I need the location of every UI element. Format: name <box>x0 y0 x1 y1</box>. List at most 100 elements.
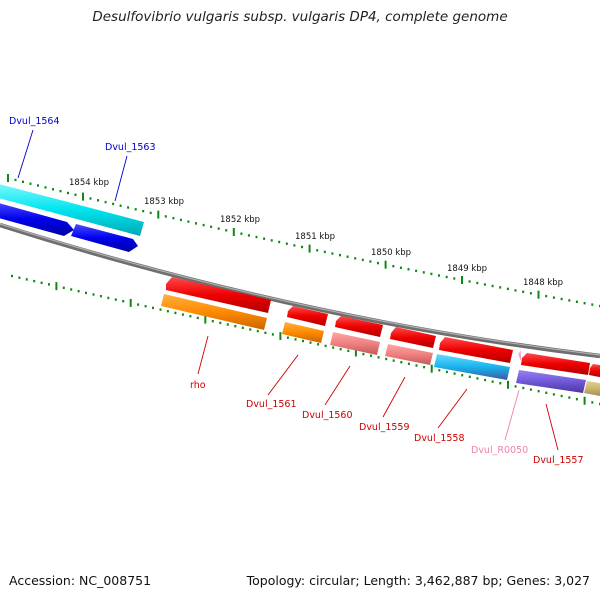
tick-minor <box>552 296 555 299</box>
tick-minor <box>92 293 95 296</box>
tick-minor <box>241 326 244 329</box>
tick-minor <box>48 283 50 286</box>
tick-minor <box>164 215 167 218</box>
tick-minor <box>122 300 125 303</box>
tick-minor <box>104 200 107 204</box>
tick-minor <box>545 391 548 394</box>
tick-label-1852: 1852 kbp <box>220 215 260 225</box>
tick-minor <box>339 348 342 351</box>
tick-minor <box>159 308 162 311</box>
gene-label-dvul-1563[interactable]: Dvul_1563 <box>105 142 156 153</box>
tick-minor <box>166 310 169 313</box>
gene-label-dvul-r0050[interactable]: Dvul_R0050 <box>471 445 528 456</box>
gene-rho-orange[interactable] <box>161 294 267 330</box>
genome-backbone-highlight <box>0 223 600 356</box>
tick-minor <box>537 390 540 393</box>
tick-minor <box>211 320 214 323</box>
gene-label-dvul-1558[interactable]: Dvul_1558 <box>414 433 465 444</box>
tick-minor <box>25 278 28 281</box>
tick-minor <box>52 188 54 191</box>
tick-major <box>7 174 9 182</box>
gene-dvul-1557-red[interactable] <box>521 353 590 375</box>
tick-minor <box>293 244 296 247</box>
gene-dvul-1564-arrow[interactable] <box>0 202 74 236</box>
tick-minor <box>44 186 47 189</box>
tick-minor <box>514 289 517 292</box>
tick-minor <box>461 374 464 377</box>
gene-dvul-1559-salmon[interactable] <box>385 344 433 365</box>
gene-dvul-1557-purple[interactable] <box>516 370 586 393</box>
tick-minor <box>347 349 350 352</box>
tick-minor <box>445 370 448 374</box>
tick-minor <box>278 240 281 244</box>
tick-minor <box>392 265 395 268</box>
gene-rho-red[interactable] <box>166 277 271 313</box>
gene-dvul-1561-red[interactable] <box>287 306 328 326</box>
tick-minor <box>112 202 115 206</box>
gene-label-dvul-1560[interactable]: Dvul_1560 <box>302 410 353 421</box>
tick-major <box>354 348 357 357</box>
tick-minor <box>545 294 548 298</box>
tick-minor <box>179 218 182 222</box>
tick-minor <box>438 274 440 277</box>
tick-major <box>461 276 463 284</box>
tick-minor <box>529 388 532 391</box>
gene-dvul-1563-arrow[interactable] <box>71 224 138 252</box>
gene-label-rho[interactable]: rho <box>190 380 206 391</box>
tick-minor <box>591 303 594 306</box>
gene-dvul-1558-red[interactable] <box>439 337 513 363</box>
tick-minor <box>97 199 99 202</box>
gene-next-khaki[interactable] <box>584 381 600 397</box>
leader-dvul-1558 <box>437 388 468 429</box>
tick-minor <box>240 232 243 235</box>
gene-label-dvul-1559[interactable]: Dvul_1559 <box>359 422 410 433</box>
gene-dvul-1561-orange[interactable] <box>282 322 324 343</box>
tick-minor <box>453 372 456 375</box>
tick-minor <box>119 204 122 207</box>
gene-dvul-1559-red[interactable] <box>390 327 436 348</box>
tick-minor <box>152 306 154 310</box>
tick-minor <box>377 356 380 359</box>
tick-row-inner <box>11 274 600 406</box>
tick-minor <box>309 341 312 344</box>
gene-dvul-r0050-pink[interactable] <box>518 350 521 361</box>
tick-minor <box>59 189 62 193</box>
tick-minor <box>22 180 24 183</box>
tick-minor <box>77 290 80 293</box>
gene-next-red[interactable] <box>589 364 600 378</box>
tick-minor <box>301 245 303 249</box>
leader-rho <box>197 335 209 375</box>
tick-minor <box>137 303 140 306</box>
gene-label-dvul-1557[interactable]: Dvul_1557 <box>533 455 584 466</box>
tick-minor <box>67 191 69 195</box>
tick-minor <box>407 268 410 271</box>
label-leaders <box>17 129 559 451</box>
tick-minor <box>74 193 77 196</box>
tick-minor <box>385 357 388 361</box>
gene-dvul-1560-red[interactable] <box>335 316 383 337</box>
tick-row-outer <box>7 174 600 308</box>
forward-strand-track <box>161 277 600 397</box>
tick-minor <box>196 316 199 320</box>
tick-minor <box>476 281 479 285</box>
tick-minor <box>361 258 364 262</box>
tick-minor <box>575 398 578 401</box>
tick-minor <box>187 220 190 223</box>
tick-minor <box>226 323 229 326</box>
gene-dvul-1558-sky[interactable] <box>434 354 510 380</box>
tick-minor <box>134 208 137 211</box>
tick-minor <box>270 239 273 242</box>
accession-text: Accession: NC_008751 <box>9 573 152 588</box>
tick-minor <box>172 217 175 220</box>
gene-dvul-1560-salmon[interactable] <box>330 332 380 355</box>
leader-dvul-1564 <box>17 129 34 179</box>
tick-major <box>279 332 282 341</box>
tick-minor <box>491 284 494 288</box>
gene-dvul-1564-cyan[interactable] <box>0 183 144 236</box>
tick-label-1850: 1850 kbp <box>371 248 411 258</box>
gene-labels: Dvul_1564 Dvul_1563 rho Dvul_1561 Dvul_1… <box>9 116 584 466</box>
gene-label-dvul-1561[interactable]: Dvul_1561 <box>246 399 297 410</box>
tick-minor <box>174 311 177 315</box>
gene-label-dvul-1564[interactable]: Dvul_1564 <box>9 116 60 127</box>
